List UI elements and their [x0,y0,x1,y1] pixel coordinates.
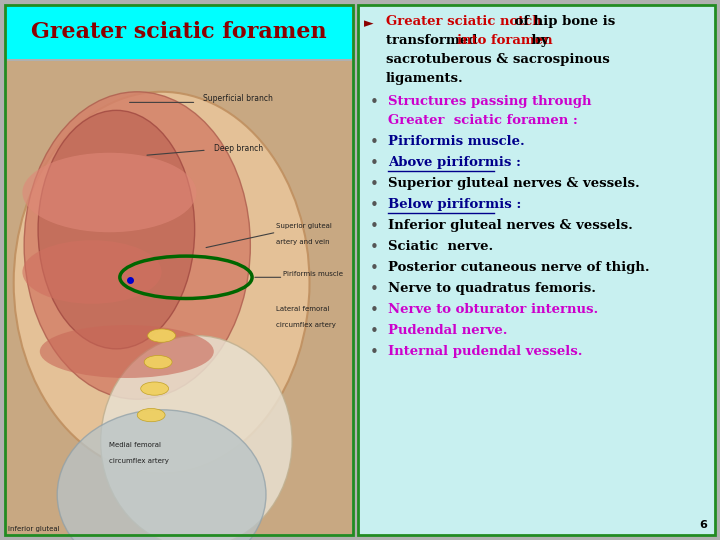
Text: •: • [370,282,379,297]
Text: Piriformis muscle: Piriformis muscle [284,271,343,277]
Text: Greater sciatic foramen: Greater sciatic foramen [31,22,327,44]
Ellipse shape [144,355,172,369]
Text: •: • [370,135,379,150]
Text: of hip bone is: of hip bone is [510,15,615,28]
Ellipse shape [38,110,194,349]
Text: Piriformis muscle.: Piriformis muscle. [388,135,525,148]
Text: Above piriformis :: Above piriformis : [388,156,521,169]
Bar [6,61,352,534]
Text: Deep branch: Deep branch [214,144,263,153]
Text: •: • [370,324,379,339]
Ellipse shape [24,92,251,399]
Text: Structures passing through: Structures passing through [388,95,592,108]
Ellipse shape [57,410,266,540]
Ellipse shape [22,240,161,304]
Text: Sciatic  nerve.: Sciatic nerve. [388,240,493,253]
Text: •: • [370,345,379,360]
Text: •: • [370,303,379,318]
Text: Medial femoral: Medial femoral [109,442,161,448]
Text: •: • [370,240,379,255]
Text: into foramen: into foramen [456,34,552,47]
Text: •: • [370,95,379,110]
Text: Greater sciatic notch: Greater sciatic notch [386,15,541,28]
Text: transformed: transformed [386,34,482,47]
Text: circumflex artery: circumflex artery [109,457,169,463]
Ellipse shape [101,335,292,540]
Ellipse shape [22,153,197,232]
Text: Lateral femoral: Lateral femoral [276,307,330,313]
Text: artery and vein: artery and vein [276,239,330,245]
Bar [5,5,353,535]
Text: Nerve to quadratus femoris.: Nerve to quadratus femoris. [388,282,596,295]
Ellipse shape [40,325,214,378]
Ellipse shape [148,329,176,342]
Text: Superior gluteal nerves & vessels.: Superior gluteal nerves & vessels. [388,177,640,190]
Text: Superior gluteal: Superior gluteal [276,223,333,230]
Text: Internal pudendal vessels.: Internal pudendal vessels. [388,345,582,358]
Bar [6,6,352,59]
Bar [6,61,352,534]
Text: Superficial branch: Superficial branch [203,94,273,104]
Text: •: • [370,219,379,234]
Text: by: by [527,34,549,47]
Text: Greater  sciatic foramen :: Greater sciatic foramen : [388,114,578,127]
Bar [358,5,715,535]
Ellipse shape [14,92,310,474]
Text: 6: 6 [699,520,707,530]
Text: •: • [370,198,379,213]
Text: ligaments.: ligaments. [386,72,464,85]
Text: Inferior gluteal nerves & vessels.: Inferior gluteal nerves & vessels. [388,219,633,232]
Text: •: • [370,261,379,276]
Text: circumflex artery: circumflex artery [276,322,336,328]
Text: Posterior cutaneous nerve of thigh.: Posterior cutaneous nerve of thigh. [388,261,649,274]
Text: Below piriformis :: Below piriformis : [388,198,521,211]
Text: Pudendal nerve.: Pudendal nerve. [388,324,508,337]
Text: Inferior gluteal: Inferior gluteal [9,526,60,532]
Text: •: • [370,156,379,171]
Text: sacrotuberous & sacrospinous: sacrotuberous & sacrospinous [386,53,610,66]
Text: ►: ► [364,17,374,30]
Text: •: • [370,177,379,192]
Ellipse shape [140,382,168,395]
Text: Nerve to obturator internus.: Nerve to obturator internus. [388,303,598,316]
Ellipse shape [138,408,165,422]
